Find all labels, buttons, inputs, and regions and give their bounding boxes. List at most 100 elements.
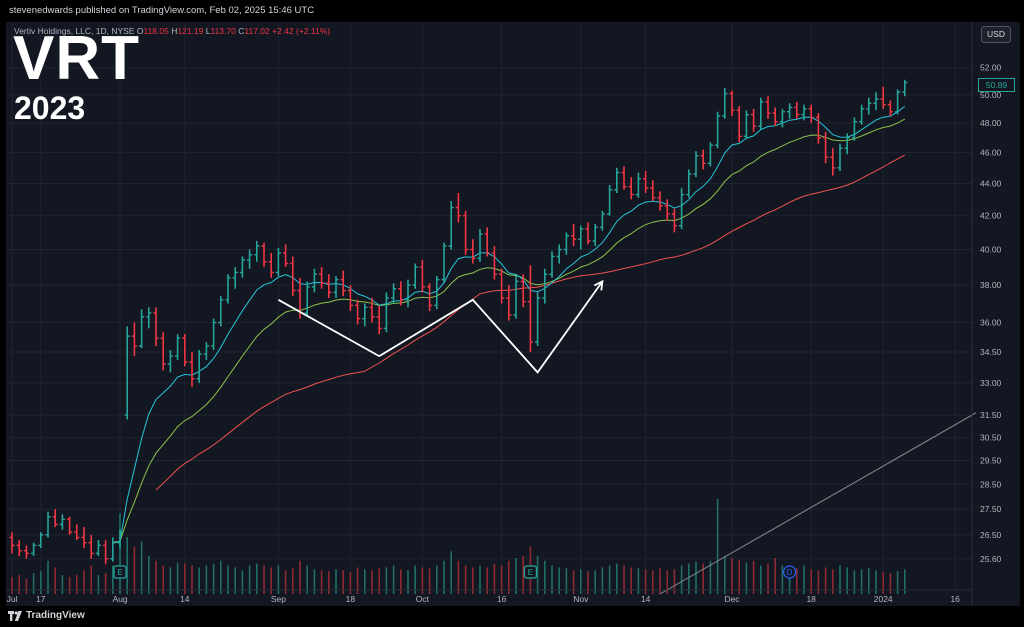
time-axis-tick-label: 16 (950, 594, 960, 604)
volume-bar (896, 571, 899, 594)
time-axis-tick-label: 14 (180, 594, 190, 604)
volume-bar (378, 568, 380, 594)
tradingview-logo-icon[interactable] (8, 611, 22, 621)
volume-bar (234, 567, 236, 594)
volume-bar (385, 567, 388, 594)
volume-bar (292, 568, 294, 594)
volume-bar (760, 565, 762, 594)
volume-bar (270, 567, 272, 594)
volume-bar (428, 568, 431, 594)
volume-bar (659, 568, 661, 594)
volume-bar (313, 569, 316, 594)
earnings-marker-label: E (528, 568, 533, 577)
volume-bar (788, 567, 791, 594)
volume-bar (580, 569, 582, 594)
pattern-arrow-head (593, 279, 604, 291)
overlay-year-text: 2023 (14, 90, 86, 126)
price-axis-tick-label: 33.00 (980, 378, 1002, 388)
volume-bar (97, 575, 100, 594)
volume-bar (522, 556, 524, 594)
volume-bar (817, 570, 820, 594)
volume-bar (709, 560, 712, 594)
chart-area[interactable]: E E D 52.00 50.00 48.00 46.00 44.00 42.00 40.00 38… (6, 22, 1020, 606)
volume-bar (32, 573, 35, 594)
published-text: stevenedwards published on TradingView.c… (9, 5, 315, 16)
price-axis-tick-label: 40.00 (980, 245, 1002, 255)
volume-bar (688, 563, 690, 594)
volume-bar (155, 560, 157, 594)
volume-bar (572, 570, 575, 594)
price-axis-tick-label: 44.00 (980, 178, 1002, 188)
volume-bar (882, 572, 884, 594)
time-axis-tick-label: Jul (7, 594, 18, 604)
volume-bar (220, 560, 222, 594)
volume-bar (601, 567, 604, 594)
volume-bar (457, 560, 460, 594)
volume-bar (508, 560, 510, 594)
price-chart[interactable]: E E D 52.00 50.00 48.00 46.00 44.00 42.00 40.00 38… (6, 22, 1020, 606)
volume-bar (284, 570, 287, 594)
volume-bar (263, 565, 265, 594)
legend-open-value: 118.05 (143, 26, 169, 36)
volume-bar (184, 563, 186, 594)
volume-bar (169, 567, 172, 594)
volume-bar (205, 565, 208, 594)
volume-bar (472, 567, 474, 594)
volume-bar (810, 569, 812, 594)
volume-bar (126, 537, 128, 594)
volume-bar (256, 563, 258, 594)
volume-bar (868, 568, 870, 594)
time-axis-tick-label: 2024 (874, 594, 893, 604)
volume-bar (752, 560, 755, 594)
volume-bar (25, 578, 28, 594)
volume-bar (904, 569, 906, 594)
double-bottom-pattern-line (277, 280, 604, 374)
volume-bar (212, 563, 215, 594)
volume-bar (875, 570, 877, 594)
earnings-marker-icon (113, 565, 127, 579)
volume-bar (104, 573, 107, 594)
price-axis-tick-label: 42.00 (980, 211, 1002, 221)
volume-bar (392, 565, 395, 594)
volume-bar (500, 565, 503, 594)
price-axis-tick-label: 36.00 (980, 318, 1002, 328)
volume-bar (745, 562, 748, 594)
volume-bar (774, 557, 776, 594)
volume-bar (846, 567, 848, 594)
volume-bar (839, 565, 841, 594)
volume-bar (364, 569, 366, 594)
currency-button[interactable]: USD (981, 26, 1011, 43)
volume-bar (335, 569, 337, 594)
price-axis-tick-label: 27.50 (980, 504, 1002, 514)
earnings-marker-label: E (117, 568, 122, 577)
legend-close-label: C (238, 26, 245, 36)
volume-bar (731, 557, 733, 594)
price-axis-tick-label: 31.50 (980, 410, 1002, 420)
volume-bar (623, 565, 625, 594)
volume-bar (616, 563, 618, 594)
price-axis-tick-label: 38.00 (980, 280, 1002, 290)
volume-bar (436, 565, 438, 594)
volume-bar (544, 560, 546, 594)
volume-bar (356, 567, 359, 594)
volume-bar (558, 567, 560, 594)
volume-bar (680, 565, 683, 594)
volume-bar (133, 546, 136, 594)
time-axis-tick-label: 18 (346, 594, 356, 604)
volume-bar (565, 568, 568, 594)
volume-bar (738, 559, 740, 594)
tradingview-brand[interactable]: TradingView (26, 610, 85, 621)
time-axis-tick-label: 14 (641, 594, 651, 604)
volume-bar (349, 572, 352, 594)
price-axis-tick-label: 30.50 (980, 432, 1002, 442)
legend-close-value: 117.02 (244, 26, 270, 36)
legend-change: +2.42 (+2.11%) (272, 26, 331, 36)
volume-bar (328, 571, 330, 594)
symbol-legend[interactable]: Vertiv Holdings, LLC, 1D, NYSE O118.05 H… (14, 26, 330, 36)
price-axis-tick-label: 25.60 (980, 554, 1002, 564)
legend-symbol: Vertiv Holdings, LLC, 1D, NYSE (14, 26, 135, 36)
time-axis-tick-label: Sep (271, 594, 286, 604)
volume-bar (666, 570, 668, 594)
volume-bar (781, 565, 784, 594)
volume-bar (371, 570, 373, 594)
